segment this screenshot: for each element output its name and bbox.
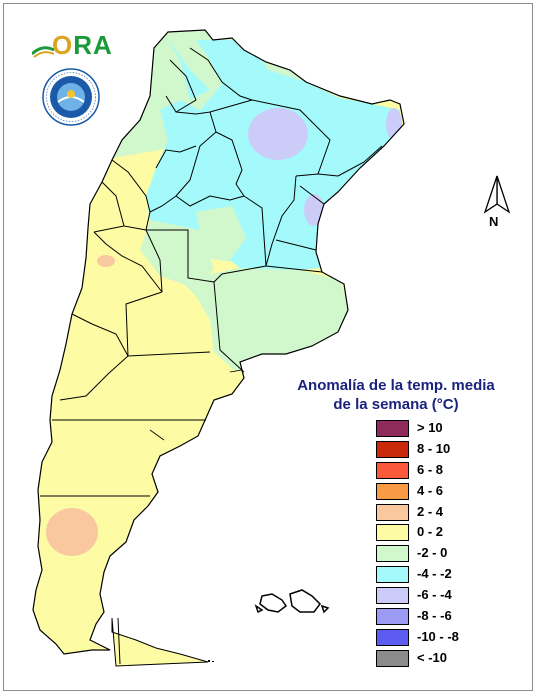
legend-label: 4 - 6 (417, 482, 444, 498)
legend-swatch (376, 545, 409, 563)
legend-swatch (376, 482, 409, 500)
legend-label: -10 - -8 (417, 628, 459, 644)
malvinas-islands (254, 589, 330, 614)
coast-detail (149, 369, 245, 441)
legend-title-line2: de la semana (°C) (333, 396, 459, 413)
legend-swatch (376, 461, 409, 479)
legend-label: 2 - 4 (417, 503, 444, 519)
small-islands (208, 660, 214, 662)
legend-label: -2 - 0 (417, 545, 448, 561)
map-frame (3, 3, 533, 691)
ora-logo: ORA (30, 30, 113, 61)
legend-swatch (376, 628, 409, 646)
legend-swatch (376, 587, 409, 605)
province-borders (32, 29, 405, 667)
legend-label: 6 - 8 (417, 461, 444, 477)
legend-title: Anomalía de la temp. media de la semana … (282, 376, 510, 414)
legend-title-line1: Anomalía de la temp. media (297, 377, 495, 394)
legend-swatch (376, 503, 409, 521)
north-label: N (489, 214, 499, 229)
legend-label: < -10 (417, 649, 447, 665)
smn-seal-icon (42, 68, 100, 126)
north-arrow-icon (483, 174, 511, 232)
legend-swatch (376, 649, 409, 667)
legend-swatch (376, 420, 409, 437)
legend-swatch (376, 440, 409, 458)
legend-label: 8 - 10 (417, 440, 451, 456)
legend-label: -6 - -4 (417, 587, 452, 603)
ora-logo-o: O (52, 30, 74, 60)
legend-label: 0 - 2 (417, 524, 444, 540)
legend-label: -4 - -2 (417, 566, 452, 582)
legend-swatch (376, 608, 409, 626)
ora-logo-icon (30, 34, 55, 58)
ora-logo-ra: RA (73, 30, 113, 60)
legend-label: > 10 (417, 420, 443, 435)
legend-swatch (376, 524, 409, 542)
legend-swatch (376, 566, 409, 584)
legend-label: -8 - -6 (417, 608, 452, 624)
